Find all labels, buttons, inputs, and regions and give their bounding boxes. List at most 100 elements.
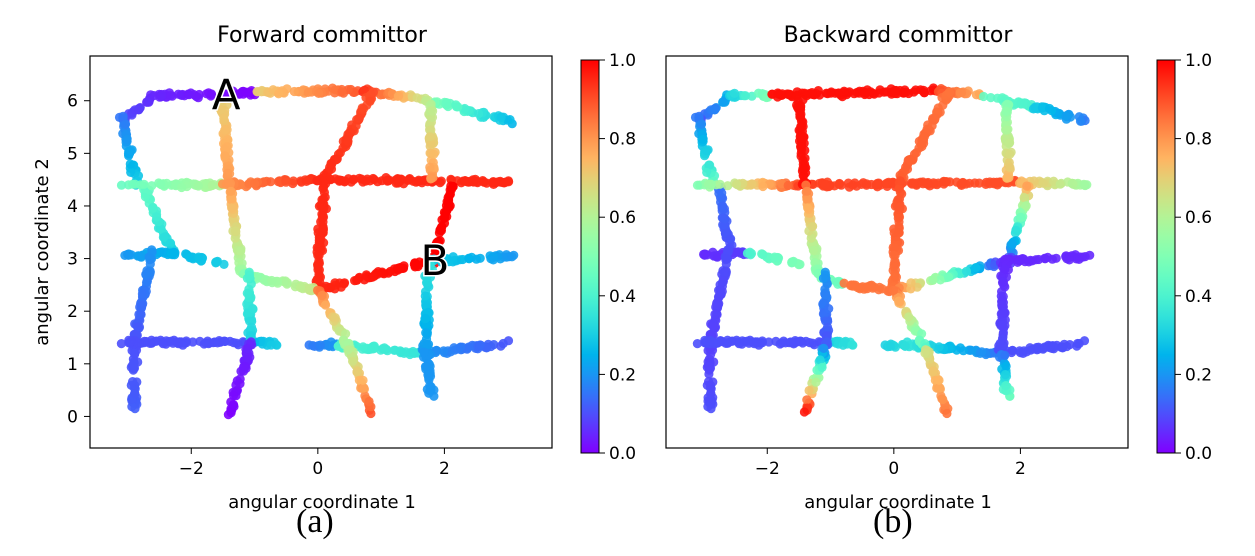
x-tick-label: −2 (179, 459, 204, 479)
data-point (1011, 225, 1021, 235)
data-point (1007, 345, 1018, 355)
data-point (320, 300, 331, 310)
data-point (935, 383, 945, 393)
data-point (128, 361, 138, 371)
data-point (220, 151, 230, 161)
data-point (826, 88, 836, 98)
data-point (359, 275, 369, 285)
data-point (313, 260, 323, 270)
colorbar-frame (1156, 59, 1176, 454)
data-point (448, 181, 458, 192)
data-point (120, 250, 130, 260)
data-point (420, 291, 430, 301)
data-point (1020, 98, 1030, 108)
data-point (908, 178, 918, 188)
data-point (1000, 350, 1010, 360)
data-point (758, 249, 768, 260)
data-point (838, 340, 848, 350)
data-point (222, 142, 232, 152)
data-point (425, 162, 435, 172)
data-point (928, 366, 939, 376)
colorbar-tick-label: 0.0 (1185, 444, 1212, 464)
data-point (808, 245, 819, 255)
data-point (890, 272, 900, 282)
data-point (1064, 255, 1074, 265)
data-point (726, 234, 736, 244)
data-point (422, 277, 432, 287)
data-point (130, 389, 140, 399)
data-point (137, 289, 147, 299)
data-point (804, 385, 814, 396)
data-point (137, 300, 147, 310)
data-point (802, 186, 812, 196)
data-point (141, 270, 151, 280)
data-point (211, 258, 221, 268)
data-point (424, 388, 434, 398)
data-point (439, 346, 449, 356)
data-point (1061, 111, 1071, 121)
data-point (1040, 253, 1050, 263)
data-point (122, 134, 132, 144)
colorbar-tick-label: 0.8 (609, 130, 636, 150)
data-point (1079, 179, 1089, 189)
data-point (895, 176, 905, 186)
data-point (928, 275, 938, 285)
data-point (824, 304, 834, 314)
data-point (313, 243, 324, 253)
data-point (740, 91, 751, 101)
data-point (889, 228, 899, 238)
data-point (934, 342, 944, 352)
data-point (692, 339, 703, 349)
data-point (147, 181, 157, 191)
data-point (317, 290, 327, 301)
data-point (460, 103, 470, 114)
data-point (997, 300, 1007, 310)
data-point (134, 309, 144, 319)
data-point (343, 345, 353, 355)
data-point (316, 234, 326, 244)
colorbar-gradient (1157, 60, 1175, 453)
data-point (1018, 254, 1028, 264)
x-tick-label: 2 (1015, 459, 1026, 479)
data-point (806, 233, 816, 243)
data-point (156, 179, 166, 189)
data-point (314, 88, 324, 98)
data-point (943, 272, 954, 282)
colorbar-tick-label: 0.2 (1185, 365, 1212, 385)
data-point (1002, 173, 1012, 183)
data-point (266, 177, 276, 187)
data-point (223, 410, 233, 420)
data-point (343, 136, 353, 146)
data-point (136, 252, 146, 262)
y-tick-label: 2 (67, 302, 78, 322)
data-point (999, 307, 1009, 317)
data-point (394, 177, 405, 187)
data-point (313, 250, 323, 260)
scatter-points (114, 83, 519, 420)
data-point (426, 99, 436, 109)
colorbar-frame (580, 59, 600, 454)
data-point (215, 96, 225, 106)
data-point (1004, 138, 1014, 148)
data-point (392, 263, 402, 273)
data-point (343, 174, 353, 184)
data-point (359, 383, 369, 393)
data-point (715, 179, 725, 189)
data-point (709, 322, 719, 332)
data-point (230, 226, 241, 236)
data-point (721, 259, 731, 269)
data-point (1019, 192, 1029, 203)
y-tick-label: 5 (67, 144, 78, 164)
data-point (227, 203, 237, 213)
data-point (1038, 343, 1048, 353)
data-point (919, 88, 929, 98)
data-point (126, 167, 136, 177)
data-point (435, 225, 445, 235)
data-point (704, 361, 714, 371)
data-point (425, 381, 435, 391)
data-point (1000, 264, 1010, 274)
data-point (158, 339, 168, 349)
data-point (274, 89, 284, 99)
data-point (894, 194, 905, 204)
data-point (368, 87, 378, 97)
